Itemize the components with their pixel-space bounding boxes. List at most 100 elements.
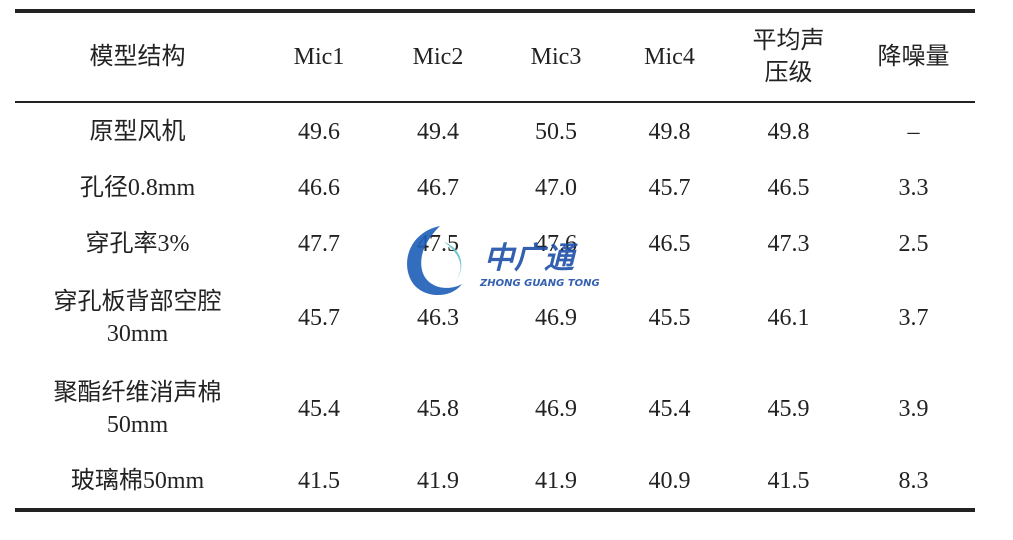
watermark-name: 中广通 [484, 241, 579, 276]
cell: 49.8 [614, 102, 725, 160]
cell: – [852, 102, 975, 160]
cell: 46.9 [498, 272, 614, 364]
cell-text: 49.8 [767, 118, 810, 145]
row-label: 聚酯纤维消声棉50mm [15, 364, 260, 454]
cell-text: 聚酯纤维消声棉50mm [53, 380, 222, 438]
row-label: 穿孔率3% [15, 216, 260, 272]
header-cell: Mic3 [498, 11, 614, 102]
cell-text: 45.7 [298, 305, 340, 331]
table-row: 聚酯纤维消声棉50mm 45.4 45.8 46.9 45.4 45.9 3.9 [15, 364, 975, 454]
cell-text: 玻璃棉50mm [70, 468, 205, 494]
cell-text: 46.7 [417, 175, 459, 201]
cell: 47.7 [260, 216, 378, 272]
cell: 41.5 [260, 454, 378, 510]
cell-text: 46.9 [535, 396, 577, 422]
cell-text: 45.8 [417, 396, 459, 422]
cell-text: 45.4 [298, 396, 340, 422]
cell: 40.9 [614, 454, 725, 510]
cell-text: Mic4 [644, 44, 695, 70]
cell: 47.0 [498, 160, 614, 216]
header-cell: 平均声压级 [725, 11, 852, 102]
cell-text: 降噪量 [877, 44, 950, 70]
cell-text: 46.6 [298, 175, 340, 201]
cell-text: 49.6 [298, 118, 340, 145]
cell-text: 45.5 [648, 305, 691, 331]
cell-text: 平均声压级 [752, 28, 825, 86]
header-cell: Mic4 [614, 11, 725, 102]
cell-text: 41.5 [767, 468, 810, 494]
cell: 46.5 [725, 160, 852, 216]
watermark: 中广通 ZHONG GUANG TONG [407, 226, 600, 296]
header-cell: Mic2 [378, 11, 498, 102]
cell-text: 46.5 [648, 231, 691, 257]
table-row: 玻璃棉50mm 41.5 41.9 41.9 40.9 41.5 8.3 [15, 454, 975, 510]
cell: 46.9 [498, 364, 614, 454]
row-label: 玻璃棉50mm [15, 454, 260, 510]
data-table: 模型结构 Mic1 Mic2 Mic3 Mic4 平均声压级 降噪量 原型风机 49.6 49.… [15, 9, 975, 512]
cell: 8.3 [852, 454, 975, 510]
header-cell: Mic1 [260, 11, 378, 102]
cell: 45.8 [378, 364, 498, 454]
cell-text: 47.3 [767, 231, 810, 257]
cell-text: 8.3 [898, 468, 929, 494]
cell-text: 孔径0.8mm [79, 175, 196, 201]
cell-text: 47.6 [535, 231, 577, 257]
row-label: 穿孔板背部空腔30mm [15, 272, 260, 364]
cell-text: 49.8 [648, 118, 691, 145]
cell: 41.5 [725, 454, 852, 510]
cell-text: 46.1 [767, 305, 810, 331]
cell-text: Mic3 [530, 44, 582, 70]
table-row: 穿孔率3% 47.7 47.5 47.6 46.5 47.3 2.5 [15, 216, 975, 272]
cell: 49.6 [260, 102, 378, 160]
cell-text: 46.3 [417, 305, 459, 331]
header-cell: 模型结构 [15, 11, 260, 102]
cell-text: 穿孔率3% [85, 231, 190, 257]
cell-text: 46.5 [767, 175, 810, 201]
table-row: 穿孔板背部空腔30mm 45.7 46.3 46.9 45.5 46.1 3.7 [15, 272, 975, 364]
cell: 47.3 [725, 216, 852, 272]
cell-text: 45.4 [648, 396, 691, 422]
cell: 46.1 [725, 272, 852, 364]
cell-text: 穿孔板背部空腔30mm [53, 289, 222, 347]
cell: 46.7 [378, 160, 498, 216]
cell: 45.4 [260, 364, 378, 454]
cell: 47.6 [498, 216, 614, 272]
cell-text: 3.9 [898, 396, 929, 422]
cell-text: 45.7 [648, 175, 691, 201]
cell-text: 3.7 [898, 305, 929, 331]
cell-text: 40.9 [648, 468, 691, 494]
watermark-subtitle: ZHONG GUANG TONG [479, 278, 600, 289]
cell: 41.9 [378, 454, 498, 510]
cell: 46.6 [260, 160, 378, 216]
cell: 45.5 [614, 272, 725, 364]
row-label: 原型风机 [15, 102, 260, 160]
cell: 45.7 [614, 160, 725, 216]
cell: 50.5 [498, 102, 614, 160]
cell-text: 45.9 [767, 396, 810, 422]
cell-text: 47.0 [535, 175, 577, 201]
cell-text: – [907, 118, 920, 145]
cell-text: 41.9 [535, 468, 577, 494]
table-row: 原型风机 49.6 49.4 50.5 49.8 49.8 – [15, 102, 975, 160]
cell-text: 47.7 [298, 231, 340, 257]
cell: 46.5 [614, 216, 725, 272]
table-body: 原型风机 49.6 49.4 50.5 49.8 49.8 – 孔径0.8mm 46.6 46.7… [15, 102, 975, 510]
cell: 45.7 [260, 272, 378, 364]
cell: 2.5 [852, 216, 975, 272]
cell-text: Mic2 [412, 44, 464, 70]
cell-text: 50.5 [535, 118, 577, 145]
cell: 3.7 [852, 272, 975, 364]
cell: 45.9 [725, 364, 852, 454]
cell-text: 3.3 [898, 175, 929, 201]
cell-text: 原型风机 [89, 118, 186, 145]
cell-text: 41.5 [298, 468, 340, 494]
watermark-logo-accent [444, 242, 462, 280]
cell: 49.4 [378, 102, 498, 160]
cell: 46.3 [378, 272, 498, 364]
cell-text: 2.5 [898, 231, 929, 257]
cell-text: 46.9 [535, 305, 577, 331]
row-label: 孔径0.8mm [15, 160, 260, 216]
cell: 41.9 [498, 454, 614, 510]
cell: 49.8 [725, 102, 852, 160]
cell-text: 模型结构 [89, 44, 186, 70]
